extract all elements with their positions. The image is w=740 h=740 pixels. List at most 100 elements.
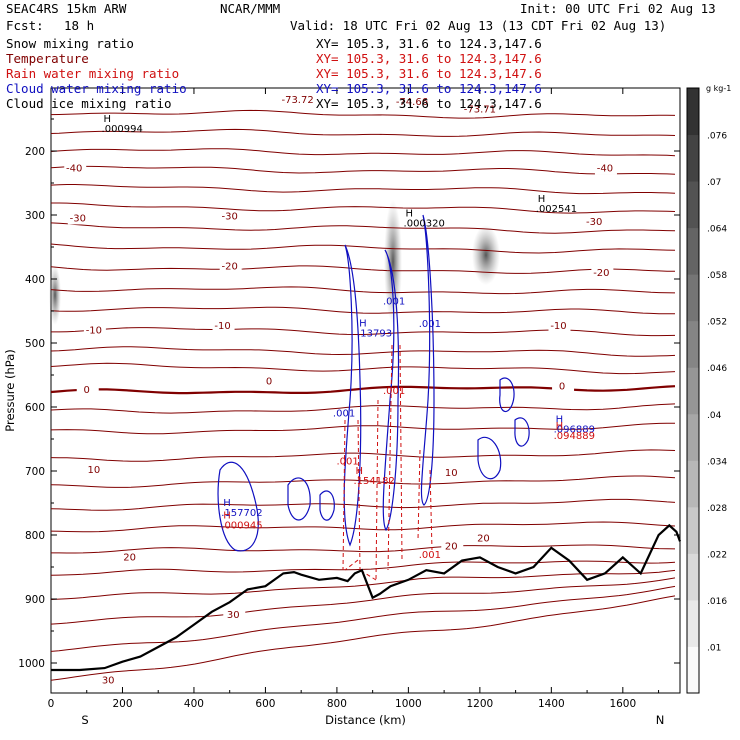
terrain-line bbox=[51, 523, 682, 672]
cloud-water-label: .001 bbox=[383, 297, 405, 308]
isotherm-label-bg bbox=[212, 320, 235, 332]
isotherm-label: 30 bbox=[102, 675, 115, 686]
colorbar-tick-label: .04 bbox=[707, 411, 722, 421]
y-tick-label: 500 bbox=[25, 338, 45, 350]
extremum-marker: H bbox=[538, 194, 546, 205]
field-xy-temperature: XY= 105.3, 31.6 to 124.3,147.6 bbox=[316, 51, 542, 66]
cloud-water-contour bbox=[499, 377, 515, 413]
y-tick-label: 200 bbox=[25, 146, 45, 158]
isotherm-label: -73.71 bbox=[464, 105, 496, 116]
isotherm-line bbox=[51, 327, 676, 337]
cloud-water-contour bbox=[287, 477, 311, 521]
colorbar-cell bbox=[687, 134, 699, 182]
colorbar-cell bbox=[687, 181, 699, 229]
isotherm-line bbox=[50, 286, 676, 295]
model-title: SEAC4RS 15km ARW bbox=[6, 1, 127, 16]
field-xy-snow: XY= 105.3, 31.6 to 124.3,147.6 bbox=[316, 36, 542, 51]
x-tick-label: 800 bbox=[327, 698, 347, 710]
isotherm-label: -20 bbox=[593, 268, 609, 279]
extremum-marker: H bbox=[104, 114, 112, 125]
extremum-value: .000320 bbox=[404, 219, 445, 230]
colorbar-cell bbox=[687, 367, 699, 415]
contour-labels: -73.72 -74.66 -73.71 -40 -40 -30 -30 -30 -20 -20 -… bbox=[64, 95, 617, 687]
isotherm-label-bg bbox=[441, 468, 464, 480]
init-time: Init: 00 UTC Fri 02 Aug 13 bbox=[520, 1, 716, 16]
x-tick-label: 0 bbox=[48, 698, 55, 710]
cloud-water-contour bbox=[343, 244, 362, 547]
isotherm-label: -74.66 bbox=[396, 97, 428, 108]
isotherm-label: -10 bbox=[86, 325, 102, 336]
isotherm-label-bg bbox=[594, 163, 617, 175]
field-xy-cloud-ice: XY= 105.3, 31.6 to 124.3,147.6 bbox=[316, 96, 542, 111]
isotherm-line bbox=[50, 148, 676, 157]
extremum-marker: H bbox=[359, 319, 367, 330]
y-tick-label: 900 bbox=[25, 594, 45, 606]
isotherm-label: 10 bbox=[88, 465, 101, 476]
extremum-value: .094889 bbox=[554, 431, 595, 442]
x-tick-label: 1200 bbox=[466, 698, 493, 710]
extremum-value: .154182 bbox=[354, 476, 395, 487]
cloud-water-contour bbox=[217, 461, 259, 552]
isotherm-label-bg bbox=[287, 95, 310, 106]
field-name-temperature: Temperature bbox=[6, 51, 89, 66]
cloud-water-contour bbox=[514, 417, 530, 447]
rain-water-label: .001 bbox=[336, 457, 358, 468]
isotherm-line bbox=[50, 569, 676, 600]
x-tick-label: 600 bbox=[255, 698, 275, 710]
isotherm-line bbox=[50, 265, 676, 274]
extremum-value: .096889 bbox=[554, 425, 595, 436]
south-label: S bbox=[81, 713, 88, 727]
rain-water-label: .001 bbox=[383, 386, 405, 397]
cloud-water-label: .001 bbox=[333, 409, 355, 420]
extremum-marker: H bbox=[406, 209, 414, 220]
isotherm-line bbox=[50, 128, 676, 137]
isotherm-label-bg bbox=[473, 533, 496, 545]
valid-time: Valid: 18 UTC Fri 02 Aug 13 (13 CDT Fri … bbox=[290, 18, 667, 33]
isotherm-label: 10 bbox=[445, 468, 458, 479]
org-label: NCAR/MMM bbox=[220, 1, 281, 16]
isotherm-label: -10 bbox=[550, 321, 566, 332]
colorbar: .01 .016 .022 .028 .034 .04 .046 .052 .058 .064 .0… bbox=[686, 87, 727, 694]
isotherm-label-bg bbox=[223, 610, 246, 622]
isotherm-label: 0 bbox=[559, 382, 565, 393]
isotherm-line bbox=[50, 475, 676, 488]
y-tick-label: 600 bbox=[25, 402, 45, 414]
isotherm-label: -40 bbox=[66, 163, 82, 174]
colorbar-cell bbox=[687, 227, 699, 275]
x-tick-label: 1400 bbox=[538, 698, 565, 710]
field-xy-cloud-water: XY= 105.3, 31.6 to 124.3,147.6 bbox=[316, 81, 542, 96]
isotherm-label-bg bbox=[259, 376, 282, 388]
colorbar-tick-label: .064 bbox=[707, 225, 727, 235]
isotherm-label-bg bbox=[76, 384, 99, 396]
colorbar-frame bbox=[686, 87, 700, 694]
x-tick-label: 200 bbox=[112, 698, 132, 710]
isotherm-line bbox=[50, 577, 676, 625]
isotherm-line bbox=[51, 202, 676, 214]
colorbar-cell bbox=[687, 553, 699, 601]
colorbar-tick-label: .01 bbox=[707, 643, 721, 653]
colorbar-tick-label: .076 bbox=[707, 132, 727, 142]
cloud-water-contour bbox=[319, 490, 335, 521]
isotherm-line bbox=[50, 346, 676, 357]
isotherm-line bbox=[50, 362, 676, 375]
colorbar-tick-label: .028 bbox=[707, 504, 727, 514]
extremum-value: .002541 bbox=[536, 204, 577, 215]
isotherm-line bbox=[50, 521, 676, 533]
isotherm-line bbox=[51, 544, 676, 554]
rain-water-label: .001 bbox=[419, 550, 441, 561]
cloud-ice-blob bbox=[49, 265, 61, 325]
rain-water-contour bbox=[417, 449, 421, 541]
isotherm-line bbox=[50, 243, 676, 254]
extremum-value: .13793 bbox=[357, 329, 392, 340]
colorbar-tick-label: .034 bbox=[707, 457, 727, 467]
cloud-water-contour bbox=[382, 249, 400, 532]
extremum-marker: H bbox=[223, 511, 231, 522]
isotherm-label-bg bbox=[67, 213, 90, 225]
isotherm-label: -30 bbox=[222, 211, 238, 222]
isotherm-label-bg bbox=[64, 163, 87, 175]
field-name-cloud-ice: Cloud ice mixing ratio bbox=[6, 96, 172, 111]
isotherm-label: 20 bbox=[123, 553, 136, 564]
terrain-surface-line bbox=[51, 523, 682, 672]
